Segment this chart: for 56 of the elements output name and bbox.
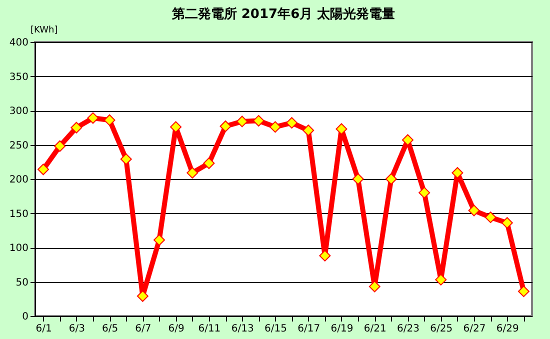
point	[54, 140, 66, 152]
point	[501, 217, 513, 229]
x-tick-label: 6/29	[496, 324, 519, 334]
point	[518, 286, 530, 298]
point	[87, 112, 99, 124]
x-tick-label: 6/15	[264, 324, 287, 334]
point	[319, 250, 331, 262]
point	[484, 212, 496, 224]
point	[368, 280, 380, 292]
y-tick-label: 400	[9, 38, 28, 48]
y-axis-title: [KWh]	[30, 26, 58, 36]
point	[435, 274, 447, 286]
y-tick-label: 0	[22, 312, 28, 322]
x-tick-label: 6/3	[68, 324, 85, 334]
point	[136, 290, 148, 302]
point	[203, 158, 215, 169]
y-tick-label: 200	[9, 174, 28, 186]
y-tick-label: 350	[9, 72, 28, 83]
point	[236, 116, 248, 128]
x-tick-label: 6/25	[430, 324, 453, 334]
point	[186, 167, 198, 179]
x-tick-label: 6/13	[231, 324, 254, 334]
x-tick-label: 6/5	[102, 324, 118, 334]
x-tick-label: 6/27	[463, 324, 486, 334]
point	[154, 234, 165, 246]
point	[336, 123, 348, 135]
x-tick-label: 6/17	[298, 324, 320, 334]
point	[38, 164, 50, 176]
x-tick-label: 6/11	[198, 324, 221, 334]
y-tick-label: 250	[9, 140, 28, 152]
point	[120, 153, 132, 165]
point	[104, 114, 116, 126]
y-tick-label: 50	[16, 277, 28, 288]
x-tick-label: 6/19	[330, 324, 354, 334]
point	[385, 173, 397, 185]
point	[452, 167, 464, 179]
y-tick-label: 150	[9, 208, 28, 220]
point	[170, 121, 182, 133]
point	[468, 204, 480, 216]
point	[252, 115, 264, 127]
y-tick-label: 300	[9, 106, 28, 117]
x-tick-label: 6/9	[168, 324, 184, 334]
y-tick-label: 100	[9, 243, 28, 254]
x-tick-label: 6/7	[135, 324, 152, 334]
x-tick-label: 6/23	[397, 324, 420, 334]
point	[418, 186, 430, 198]
x-tick-label: 6/1	[36, 324, 52, 334]
point	[286, 117, 298, 129]
point	[269, 121, 281, 133]
chart-title: 第二発電所 2017年6月 太陽光発電量	[170, 6, 396, 22]
point	[302, 124, 314, 136]
point	[220, 120, 232, 132]
point	[402, 134, 414, 146]
point	[352, 173, 364, 185]
point	[70, 122, 82, 134]
x-tick-label: 6/21	[364, 324, 386, 334]
